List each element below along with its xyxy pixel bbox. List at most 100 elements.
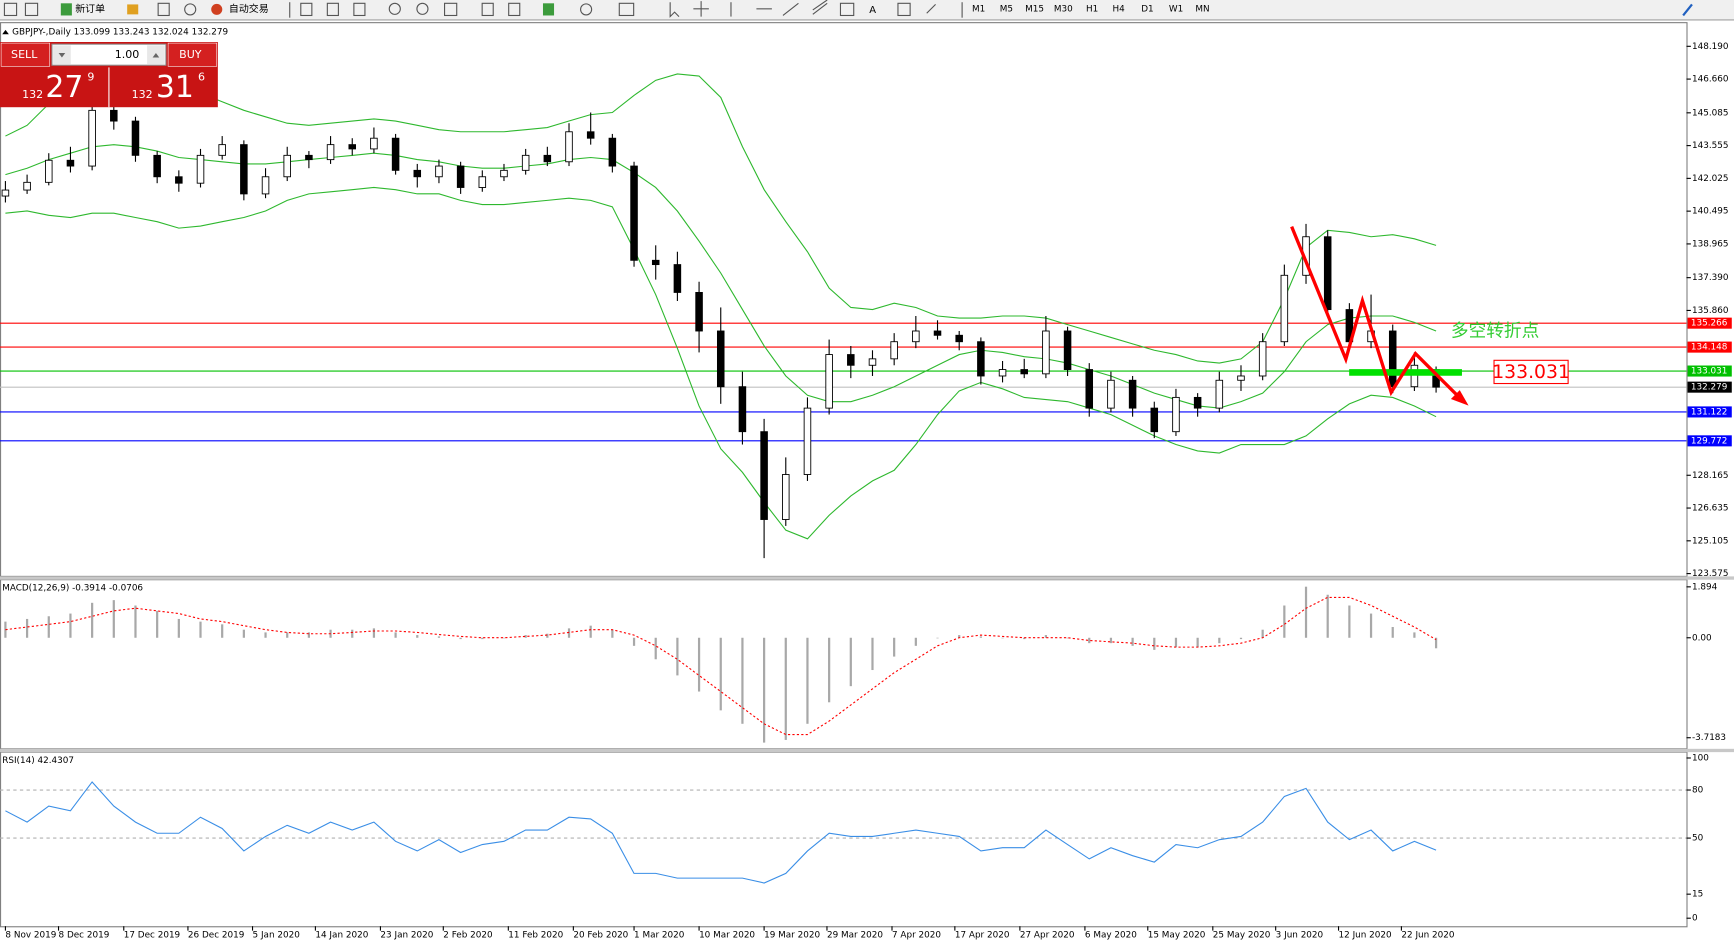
icon[interactable] [353, 2, 366, 17]
timeframe-button[interactable]: M5 [1000, 4, 1013, 14]
x-tick-label: 23 Jan 2020 [380, 931, 433, 941]
candle-body [933, 330, 942, 336]
timeframe-button[interactable]: M1 [972, 4, 985, 14]
x-tick-label: 12 Jun 2020 [1339, 931, 1393, 941]
chart-title: GBPJPY-,Daily 133.099 133.243 132.024 13… [12, 28, 228, 38]
macd-bar [459, 637, 462, 640]
icon-trendline[interactable] [782, 2, 799, 16]
icon[interactable] [618, 2, 635, 17]
sell-label[interactable]: SELL [11, 48, 38, 61]
buy-price-big[interactable]: 132 [132, 88, 153, 101]
macd-bar [4, 621, 7, 638]
icon-auto-trade[interactable] [211, 3, 223, 15]
buy-button[interactable] [167, 42, 218, 67]
candle-body [435, 165, 443, 178]
candle-body [847, 354, 855, 366]
icon[interactable] [444, 2, 458, 17]
candle-body [45, 159, 53, 183]
candle-body [1150, 407, 1159, 433]
x-tick-label: 15 May 2020 [1148, 931, 1206, 941]
macd-bar [828, 637, 831, 703]
macd-bar [286, 632, 289, 638]
candle-body [153, 154, 161, 178]
icon-zoom-out[interactable] [416, 2, 429, 15]
rsi-line [5, 781, 1437, 884]
timeframe-button[interactable]: MN [1195, 4, 1209, 14]
icon-zoom-in[interactable] [388, 2, 401, 15]
candle-body [1020, 369, 1028, 375]
price-tag [1687, 406, 1732, 418]
y-tick-label: 148.190 [1692, 42, 1729, 52]
lot-value[interactable]: 1.00 [115, 48, 140, 61]
x-tick-label: 14 Jan 2020 [315, 931, 368, 941]
sell-button[interactable] [0, 42, 51, 67]
x-tick-label: 19 Mar 2020 [764, 931, 820, 941]
timeframe-button[interactable]: H1 [1086, 4, 1098, 14]
collapse-icon[interactable] [2, 29, 9, 35]
x-tick-label: 8 Nov 2019 [5, 931, 56, 941]
icon[interactable] [184, 3, 197, 16]
x-tick-label: 7 Apr 2020 [892, 931, 941, 941]
y-tick-label: 128.165 [1692, 471, 1729, 481]
lot-input[interactable] [51, 43, 167, 66]
candle-body [88, 109, 96, 167]
candle-body [218, 144, 226, 156]
icon-text[interactable]: A [869, 5, 876, 16]
buy-price-point[interactable]: 6 [198, 70, 205, 83]
icon-pen[interactable] [1682, 3, 1693, 17]
y-tick-label: 125.105 [1692, 536, 1729, 546]
trade-panel: SELL BUY 1.00 132 27 9 132 31 6 [0, 42, 218, 108]
y-tick-label: 50 [1692, 834, 1704, 844]
annotation-box [1493, 359, 1569, 385]
new-order-button[interactable]: 新订单 [75, 2, 105, 15]
timeframe-button[interactable]: M15 [1025, 4, 1044, 14]
y-tick-label: 143.555 [1692, 141, 1729, 151]
icon-new-order[interactable] [60, 3, 72, 16]
icon[interactable] [326, 2, 339, 17]
y-tick-label: 135.860 [1692, 306, 1729, 316]
macd-bar [1326, 594, 1329, 638]
macd-bar [567, 628, 571, 638]
icon[interactable] [580, 3, 593, 16]
candle-body [716, 330, 725, 388]
icon[interactable] [839, 2, 855, 17]
buy-price-pips[interactable]: 31 [156, 70, 194, 105]
timeframe-button[interactable]: H4 [1113, 4, 1126, 14]
candle-body [630, 165, 638, 261]
icon[interactable] [3, 2, 18, 17]
icon[interactable] [897, 2, 911, 17]
icon[interactable] [300, 2, 313, 17]
icon-arrows[interactable] [926, 4, 936, 14]
icon-crosshair[interactable] [693, 1, 709, 17]
y-tick-label: 15 [1692, 890, 1703, 900]
candle-body [586, 131, 595, 139]
auto-trade-button[interactable]: 自动交易 [229, 2, 269, 15]
timeframe-button[interactable]: D1 [1141, 4, 1153, 14]
icon[interactable] [481, 2, 494, 17]
x-tick-label: 8 Dec 2019 [59, 931, 110, 941]
icon-cursor[interactable] [669, 2, 680, 18]
candle-body [131, 120, 140, 156]
x-tick-label: 29 Mar 2020 [827, 931, 883, 941]
sell-price-pips[interactable]: 27 [45, 70, 83, 105]
candle-body [1107, 379, 1115, 409]
candle-body [500, 169, 508, 178]
timeframe-button[interactable]: M30 [1054, 4, 1073, 14]
user-drawings: 多空转折点 133.031 [1290, 225, 1570, 406]
sell-price-point[interactable]: 9 [87, 70, 94, 83]
icon-channel[interactable] [812, 0, 828, 15]
macd-bar [1348, 605, 1351, 638]
macd-bar [979, 636, 982, 638]
x-tick-label: 25 May 2020 [1213, 931, 1271, 941]
sell-price-big[interactable]: 132 [22, 88, 43, 101]
timeframe-button[interactable]: W1 [1169, 4, 1183, 14]
y-tick-label: 0 [1692, 914, 1698, 924]
icon[interactable] [157, 2, 170, 17]
icon[interactable] [508, 2, 521, 17]
macd-bar [958, 635, 961, 638]
buy-label[interactable]: BUY [179, 48, 202, 61]
icon[interactable] [542, 3, 555, 16]
icon[interactable] [127, 4, 139, 15]
icon[interactable] [24, 2, 39, 17]
macd-bar [719, 637, 722, 711]
